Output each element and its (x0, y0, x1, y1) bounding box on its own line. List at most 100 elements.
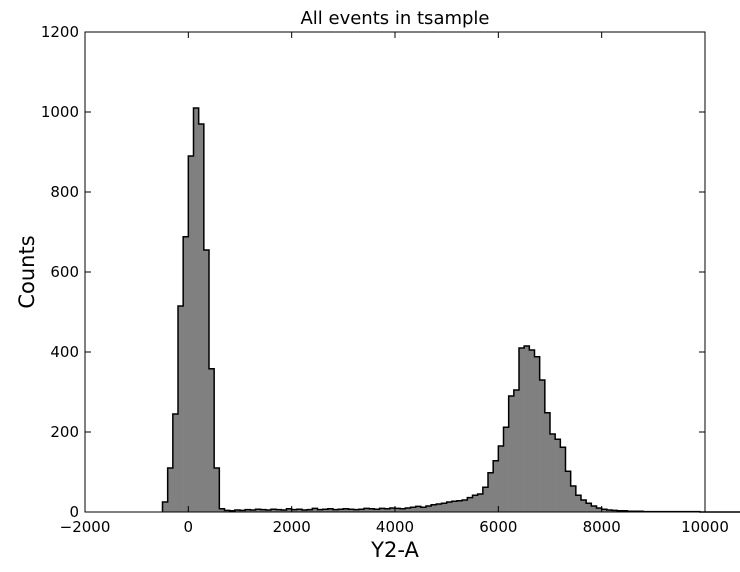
y-axis-label: Counts (15, 235, 39, 308)
y-tick-label: 800 (50, 183, 79, 201)
histogram-bar (488, 472, 494, 512)
y-tick-label: 200 (50, 423, 79, 441)
histogram-bar (214, 468, 220, 512)
x-tick-label: 2000 (273, 518, 311, 536)
histogram-bar (271, 509, 277, 512)
histogram-bar (307, 509, 313, 512)
histogram-bar (353, 509, 360, 512)
histogram-bar (327, 508, 334, 512)
histogram-bar (612, 510, 618, 512)
histogram-bar (234, 510, 241, 512)
histogram-bar (524, 346, 530, 512)
histogram-bar (410, 507, 416, 512)
histogram-bar (431, 504, 437, 512)
histogram-bar (312, 508, 318, 512)
histogram-bar (322, 509, 329, 512)
histogram-bar (405, 508, 411, 512)
histogram-bar (570, 486, 577, 512)
histogram-bar (544, 412, 551, 512)
x-tick-label: 4000 (376, 518, 414, 536)
histogram-bar (539, 380, 546, 512)
x-axis-label: Y2-A (370, 538, 419, 562)
histogram-bar (596, 508, 602, 512)
histogram-bar (379, 508, 385, 512)
histogram-bar (565, 471, 571, 512)
histogram-bar (400, 508, 406, 512)
histogram-bar (503, 427, 509, 512)
histogram-bar (462, 500, 468, 512)
histogram-bar (364, 508, 370, 512)
x-tick-label: −2000 (60, 518, 111, 536)
y-tick-label: 1200 (41, 23, 79, 41)
histogram-bar (508, 396, 515, 512)
histogram-bar (389, 508, 396, 512)
histogram-bar (265, 510, 272, 512)
histogram-bar (358, 509, 365, 512)
histogram-bar (606, 510, 613, 512)
histogram-bar (240, 510, 246, 512)
histogram-bar (467, 497, 473, 512)
x-tick-label: 6000 (479, 518, 517, 536)
histogram-bar (446, 502, 453, 512)
histogram-outline (161, 107, 740, 513)
x-tick-label: 10000 (681, 518, 729, 536)
axis-ticks: −2000 0 2000 4000 6000 8000 100000200400600800… (41, 23, 729, 536)
histogram-bar (276, 509, 282, 512)
y-tick-label: 600 (50, 263, 79, 281)
histogram-bar (338, 509, 344, 512)
histogram-bar (601, 509, 608, 512)
histogram-bar (493, 460, 499, 512)
histogram-bar (203, 250, 210, 512)
histogram-bar (260, 509, 267, 512)
histogram-bar (369, 508, 375, 512)
histogram-bar (296, 509, 303, 512)
histogram-bar (172, 414, 179, 512)
histogram-bar (193, 108, 199, 512)
histogram-bar (441, 503, 447, 512)
histogram-bar (395, 508, 401, 512)
histogram-bar (477, 494, 484, 512)
histogram-bar (162, 502, 168, 512)
histogram-bar (457, 500, 463, 512)
histogram-bar (343, 508, 349, 512)
x-tick-label: 0 (184, 518, 194, 536)
histogram-bar (581, 500, 587, 512)
histogram-bar (167, 468, 174, 512)
histogram-bar (472, 495, 478, 512)
histogram-bar (302, 510, 308, 512)
histogram-bar (219, 508, 225, 512)
histogram-bar (586, 503, 592, 512)
histogram-bar (333, 509, 339, 512)
histogram-bar (415, 506, 422, 512)
histogram-bar (291, 509, 298, 512)
histogram-bar (534, 356, 540, 512)
histogram-bar (245, 509, 251, 512)
histogram-bar (255, 509, 261, 512)
histogram-bar (286, 508, 292, 512)
histogram-bar (178, 306, 184, 512)
histogram-bar (209, 368, 215, 512)
histogram-bar (550, 434, 556, 512)
x-tick-label: 8000 (583, 518, 621, 536)
histogram-bar (420, 507, 427, 512)
histogram-bar (188, 156, 194, 512)
histogram-bar (555, 439, 561, 512)
histogram-bar (529, 350, 535, 512)
histogram-bar (451, 501, 458, 512)
histogram-bars (162, 108, 701, 513)
histogram-bar (513, 390, 520, 512)
y-tick-label: 1000 (41, 103, 79, 121)
histogram-bar (591, 506, 597, 512)
histogram-bar (317, 509, 323, 512)
histogram-bar (250, 510, 256, 512)
histogram-bar (498, 446, 504, 512)
y-tick-label: 0 (69, 503, 79, 521)
histogram-bar (183, 236, 189, 513)
histogram-bar (426, 506, 432, 512)
histogram-bar (348, 509, 354, 512)
histogram-bar (575, 495, 582, 512)
histogram-bar (384, 508, 391, 512)
histogram-bar (436, 504, 442, 512)
histogram-bar (482, 487, 489, 512)
